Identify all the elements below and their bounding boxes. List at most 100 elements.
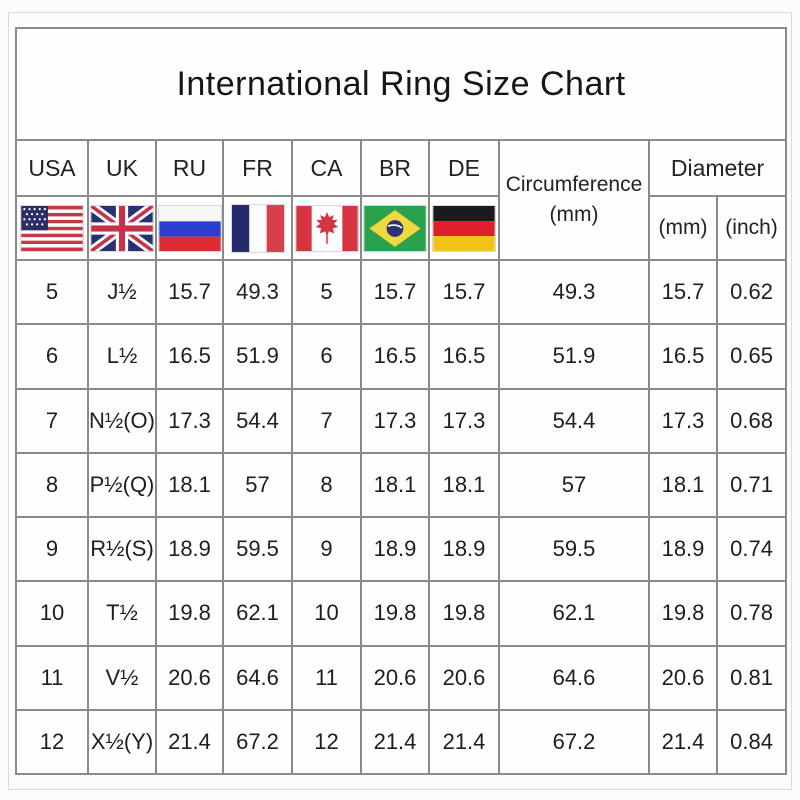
- cell-diameter-inch: 0.71: [715, 451, 788, 519]
- cell-uk: N½(O): [87, 387, 157, 454]
- table-row: 8 P½(Q) 18.1 57 8 18.1 18.1 57 18.1 0.71: [15, 451, 788, 519]
- cell-diameter-mm: 15.7: [648, 258, 718, 326]
- cell-ca: 10: [291, 580, 362, 647]
- table-row: 6 L½ 16.5 51.9 6 16.5 16.5 51.9 16.5 0.65: [15, 323, 788, 390]
- cell-diameter-inch: 0.74: [715, 515, 788, 583]
- column-header-fr: FR: [222, 139, 293, 197]
- cell-uk: P½(Q): [87, 451, 157, 519]
- table-row: 5 J½ 15.7 49.3 5 15.7 15.7 49.3 15.7 0.62: [15, 258, 788, 326]
- table-row: 9 R½(S) 18.9 59.5 9 18.9 18.9 59.5 18.9 0.74: [15, 515, 788, 583]
- cell-uk: X½(Y): [87, 708, 157, 776]
- cell-diameter-mm: 16.5: [648, 323, 718, 390]
- table-row: 10 T½ 19.8 62.1 10 19.8 19.8 62.1 19.8 0.78: [15, 580, 788, 647]
- column-header-br: BR: [360, 139, 430, 197]
- cell-fr: 64.6: [222, 644, 293, 711]
- cell-diameter-inch: 0.78: [715, 580, 788, 647]
- cell-usa: 12: [15, 708, 89, 776]
- cell-circumference-mm: 64.6: [498, 644, 650, 711]
- cell-ca: 11: [291, 644, 362, 711]
- cell-uk: L½: [87, 323, 157, 390]
- cell-fr: 51.9: [222, 323, 293, 390]
- table-row: 7 N½(O) 17.3 54.4 7 17.3 17.3 54.4 17.3 0.68: [15, 387, 788, 454]
- column-header-ru: RU: [155, 139, 224, 197]
- column-header-de: DE: [428, 139, 500, 197]
- cell-diameter-inch: 0.81: [715, 644, 788, 711]
- cell-diameter-mm: 17.3: [648, 387, 718, 454]
- cell-uk: R½(S): [87, 515, 157, 583]
- column-header-uk: UK: [87, 139, 157, 197]
- cell-ru: 16.5: [155, 323, 224, 390]
- cell-br: 16.5: [360, 323, 430, 390]
- cell-circumference-mm: 51.9: [498, 323, 650, 390]
- cell-circumference-mm: 62.1: [498, 580, 650, 647]
- cell-diameter-mm: 20.6: [648, 644, 718, 711]
- ring-size-chart-table: International Ring Size Chart USA UK RU …: [14, 27, 788, 776]
- cell-br: 18.1: [360, 451, 430, 519]
- page-title: International Ring Size Chart: [14, 27, 788, 141]
- cell-usa: 10: [15, 580, 89, 647]
- cell-fr: 57: [222, 451, 293, 519]
- cell-fr: 62.1: [222, 580, 293, 647]
- cell-ca: 7: [291, 387, 362, 454]
- column-header-diameter: Diameter: [647, 139, 788, 197]
- circumference-unit: (mm): [549, 203, 599, 226]
- cell-br: 19.8: [360, 580, 430, 647]
- cell-fr: 49.3: [222, 258, 293, 326]
- cell-ru: 21.4: [155, 708, 224, 776]
- cell-br: 20.6: [360, 644, 430, 711]
- cell-uk: V½: [87, 644, 157, 711]
- germany-flag-icon: [428, 195, 500, 261]
- table-row: 11 V½ 20.6 64.6 11 20.6 20.6 64.6 20.6 0.81: [15, 644, 788, 711]
- cell-ca: 5: [291, 258, 362, 326]
- cell-br: 15.7: [360, 258, 430, 326]
- cell-ru: 20.6: [155, 644, 224, 711]
- cell-fr: 54.4: [222, 387, 293, 454]
- cell-fr: 67.2: [222, 708, 293, 776]
- canada-flag-icon: [291, 195, 362, 261]
- diameter-mm-unit: (mm): [648, 195, 718, 261]
- russia-flag-icon: [155, 195, 224, 261]
- cell-usa: 5: [15, 258, 89, 326]
- column-header-ca: CA: [291, 139, 362, 197]
- cell-diameter-mm: 18.1: [648, 451, 718, 519]
- cell-de: 16.5: [428, 323, 500, 390]
- cell-ru: 15.7: [155, 258, 224, 326]
- cell-br: 21.4: [360, 708, 430, 776]
- cell-diameter-mm: 18.9: [648, 515, 718, 583]
- cell-diameter-mm: 19.8: [648, 580, 718, 647]
- france-flag-icon: [222, 195, 293, 261]
- cell-uk: J½: [87, 258, 157, 326]
- usa-flag-icon: [15, 195, 89, 261]
- cell-circumference-mm: 54.4: [498, 387, 650, 454]
- cell-diameter-inch: 0.62: [715, 258, 788, 326]
- brazil-flag-icon: [360, 195, 430, 261]
- cell-de: 19.8: [428, 580, 500, 647]
- cell-ru: 18.9: [155, 515, 224, 583]
- cell-de: 15.7: [428, 258, 500, 326]
- flag-row: (mm) (inch): [15, 195, 788, 261]
- cell-circumference-mm: 49.3: [498, 258, 650, 326]
- cell-usa: 6: [15, 323, 89, 390]
- cell-ru: 17.3: [155, 387, 224, 454]
- cell-de: 18.1: [428, 451, 500, 519]
- ring-size-table-body: 5 J½ 15.7 49.3 5 15.7 15.7 49.3 15.7 0.62 6 L½ 16.5 5…: [15, 258, 788, 776]
- table-row: 12 X½(Y) 21.4 67.2 12 21.4 21.4 67.2 21.4 0.84: [15, 708, 788, 776]
- uk-flag-icon: [87, 195, 157, 261]
- cell-circumference-mm: 57: [498, 451, 650, 519]
- cell-usa: 8: [15, 451, 89, 519]
- column-header-usa: USA: [15, 139, 89, 197]
- column-header-circumference: Circumference (mm): [498, 139, 650, 261]
- country-header-row: USA UK RU FR CA BR DE Circumference (mm)…: [15, 139, 788, 261]
- cell-fr: 59.5: [222, 515, 293, 583]
- cell-ca: 12: [291, 708, 362, 776]
- cell-ca: 9: [291, 515, 362, 583]
- cell-diameter-inch: 0.84: [715, 708, 788, 776]
- cell-de: 20.6: [428, 644, 500, 711]
- cell-diameter-inch: 0.68: [715, 387, 788, 454]
- cell-circumference-mm: 67.2: [498, 708, 650, 776]
- circumference-label: Circumference: [505, 172, 643, 196]
- cell-ru: 18.1: [155, 451, 224, 519]
- cell-circumference-mm: 59.5: [498, 515, 650, 583]
- cell-de: 18.9: [428, 515, 500, 583]
- title-row: International Ring Size Chart: [14, 27, 788, 141]
